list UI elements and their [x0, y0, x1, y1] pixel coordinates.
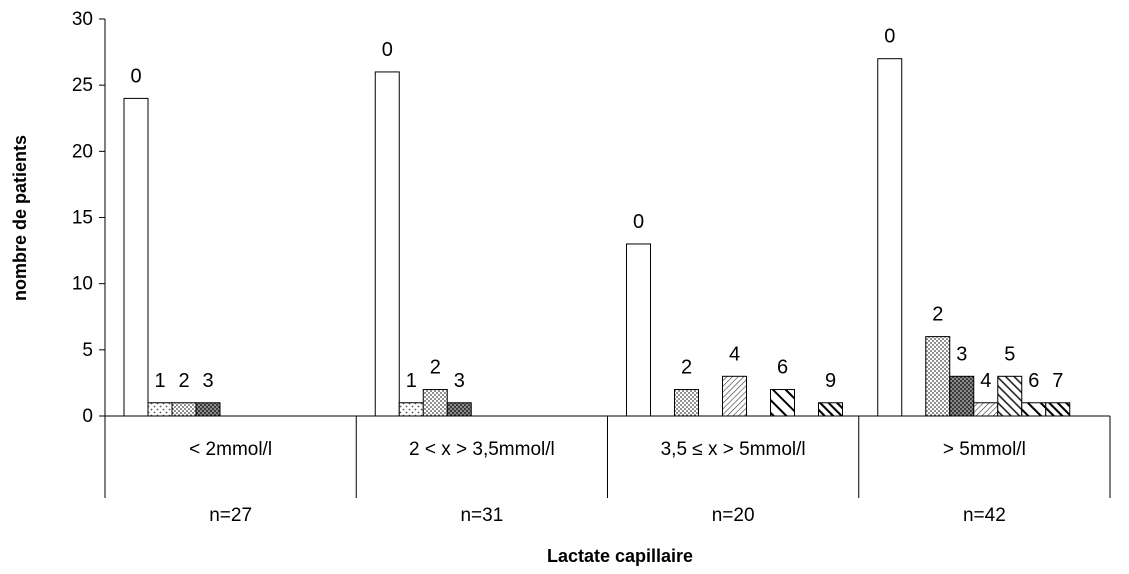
category-label: < 2mmol/l — [189, 439, 272, 460]
y-tick-label: 30 — [72, 9, 93, 30]
bar-value-label: 3 — [202, 370, 213, 392]
category-n-label: n=27 — [209, 505, 252, 526]
bar-value-label: 0 — [633, 211, 644, 233]
bar-value-label: 6 — [1028, 370, 1039, 392]
bar — [722, 375, 747, 417]
bar-value-label: 2 — [430, 357, 441, 379]
y-tick-label: 0 — [82, 406, 93, 427]
y-tick-label: 10 — [72, 274, 93, 295]
bars-layer — [123, 58, 1071, 417]
bar-value-label: 2 — [178, 370, 189, 392]
y-tick-label: 5 — [82, 340, 93, 361]
y-tick-label: 25 — [72, 75, 93, 96]
bar — [446, 402, 472, 417]
bar-value-label: 9 — [825, 370, 836, 392]
bar — [818, 402, 843, 417]
category-label: 2 < x > 3,5mmol/l — [409, 439, 555, 460]
bar-value-label: 7 — [1052, 370, 1063, 392]
bar-value-label: 2 — [681, 357, 692, 379]
bar-value-label: 4 — [729, 343, 740, 365]
x-axis-title: Lactate capillaire — [547, 546, 693, 566]
bar-value-label: 3 — [454, 370, 465, 392]
bar — [877, 58, 903, 417]
bar — [997, 375, 1023, 417]
bar — [973, 402, 999, 417]
bar-value-label: 2 — [932, 304, 943, 326]
bar-value-label: 0 — [382, 39, 393, 61]
category-table: < 2mmol/l n=27 2 < x > 3,5mmol/l n=31 3,5 ≤ … — [189, 416, 1111, 526]
bar — [674, 389, 699, 417]
category-n-label: n=20 — [712, 505, 755, 526]
bar — [147, 402, 173, 417]
bar — [626, 243, 651, 417]
y-tick-label: 20 — [72, 141, 93, 162]
bar — [195, 402, 221, 417]
bar — [925, 336, 951, 417]
bar-value-label: 5 — [1004, 343, 1015, 365]
bar — [1021, 402, 1047, 417]
category-label: > 5mmol/l — [943, 439, 1026, 460]
category-label: 3,5 ≤ x > 5mmol/l — [661, 439, 806, 460]
bar-value-label: 3 — [956, 343, 967, 365]
bar — [374, 71, 400, 417]
bar — [422, 389, 448, 417]
bar-value-label: 1 — [406, 370, 417, 392]
bar — [171, 402, 197, 417]
y-axis: 0 5 10 15 20 25 30 — [72, 9, 106, 498]
bar — [1045, 402, 1071, 417]
category-n-label: n=31 — [460, 505, 503, 526]
bar-value-label: 0 — [130, 65, 141, 87]
bar — [123, 97, 149, 417]
category-n-label: n=42 — [963, 505, 1006, 526]
bar-value-label: 0 — [884, 26, 895, 48]
bar — [770, 389, 795, 417]
bar-value-label: 1 — [154, 370, 165, 392]
y-axis-title: nombre de patients — [10, 135, 30, 301]
bar-value-label: 6 — [777, 357, 788, 379]
bar-value-label: 4 — [980, 370, 991, 392]
bar — [949, 375, 975, 417]
bar — [398, 402, 424, 417]
y-tick-label: 15 — [72, 208, 93, 229]
